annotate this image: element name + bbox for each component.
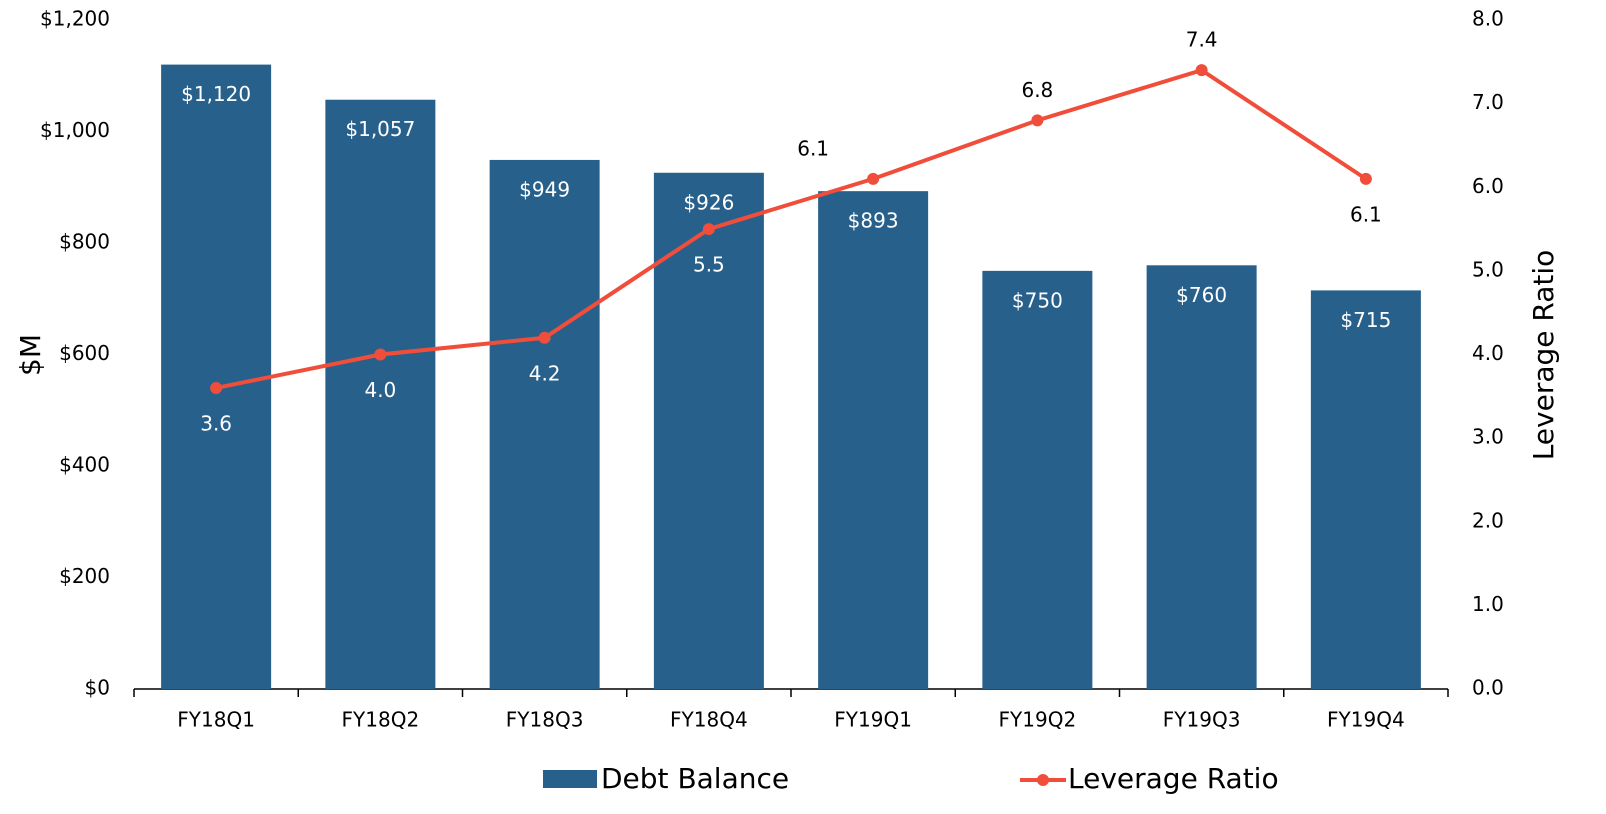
legend-label: Leverage Ratio	[1068, 762, 1279, 795]
x-tick-label: FY19Q4	[1327, 708, 1405, 732]
y2-tick-label: 3.0	[1472, 425, 1504, 449]
line-value-label: 6.1	[797, 136, 829, 160]
y-tick-label: $200	[59, 564, 110, 588]
line-point	[210, 381, 223, 394]
x-tick-label: FY18Q1	[177, 708, 255, 732]
y-tick-label: $1,200	[40, 7, 110, 31]
bar	[653, 172, 764, 689]
line-point	[538, 331, 551, 344]
line-value-label: 5.5	[693, 253, 725, 277]
line-value-label: 3.6	[200, 411, 232, 435]
bar	[325, 99, 436, 689]
bar	[489, 159, 600, 689]
line	[215, 67, 1367, 390]
legend-swatch	[1037, 774, 1049, 786]
y-tick-label: $400	[59, 453, 110, 477]
y-tick-label: $600	[59, 341, 110, 365]
bar-value-label: $750	[1012, 288, 1063, 312]
y2-tick-label: 1.0	[1472, 592, 1504, 616]
bar-value-label: $760	[1176, 283, 1227, 307]
y2-tick-label: 2.0	[1472, 508, 1504, 532]
x-tick-label: FY18Q3	[506, 708, 584, 732]
bar-value-label: $949	[519, 177, 570, 201]
legend-swatch	[543, 770, 597, 788]
x-tick-label: FY18Q2	[342, 708, 420, 732]
line-value-label: 4.0	[364, 378, 396, 402]
x-tick-label: FY19Q1	[834, 708, 912, 732]
bar	[1310, 290, 1421, 689]
bar-value-label: $1,057	[345, 117, 415, 141]
y-tick-label: $0	[85, 676, 110, 700]
y2-tick-label: 7.0	[1472, 90, 1504, 114]
bar-value-label: $893	[848, 209, 899, 233]
x-tick-label: FY19Q2	[999, 708, 1077, 732]
x-tick-label: FY18Q4	[670, 708, 748, 732]
bar	[1146, 265, 1257, 689]
y2-axis-title: Leverage Ratio	[1527, 250, 1560, 461]
line-point	[867, 172, 880, 185]
line-point	[1031, 114, 1044, 127]
y2-tick-label: 8.0	[1472, 7, 1504, 31]
y2-tick-label: 5.0	[1472, 257, 1504, 281]
line-value-label: 4.2	[529, 361, 561, 385]
y2-tick-label: 6.0	[1472, 174, 1504, 198]
bar-value-label: $1,120	[181, 82, 251, 106]
line-point	[1195, 64, 1208, 77]
line-point	[1359, 172, 1372, 185]
y2-tick-label: 4.0	[1472, 341, 1504, 365]
y-axis-title: $M	[14, 334, 47, 376]
line-value-label: 7.4	[1186, 28, 1218, 52]
bar	[818, 191, 929, 689]
bar-value-label: $715	[1340, 308, 1391, 332]
line-value-label: 6.8	[1021, 78, 1053, 102]
x-tick-label: FY19Q3	[1163, 708, 1241, 732]
y2-tick-label: 0.0	[1472, 676, 1504, 700]
bar-value-label: $926	[683, 190, 734, 214]
bar	[982, 270, 1093, 689]
legend-label: Debt Balance	[601, 762, 789, 795]
y-tick-label: $1,000	[40, 118, 110, 142]
line-point	[702, 223, 715, 236]
line-value-label: 6.1	[1350, 202, 1382, 226]
y-tick-label: $800	[59, 230, 110, 254]
line-point	[374, 348, 387, 361]
bar	[161, 64, 272, 690]
